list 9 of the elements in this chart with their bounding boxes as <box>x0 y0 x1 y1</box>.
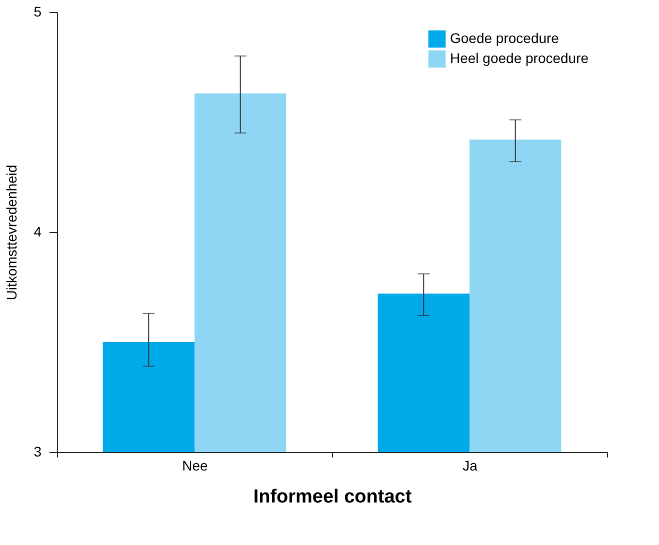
legend-label: Goede procedure <box>450 30 560 46</box>
y-tick-label: 4 <box>34 224 42 240</box>
x-tick-label: Nee <box>182 458 208 474</box>
y-tick-label: 5 <box>34 4 42 20</box>
x-axis-title: Informeel contact <box>253 486 412 508</box>
legend-label: Heel goede procedure <box>450 50 589 66</box>
y-tick-label: 3 <box>34 444 42 460</box>
x-tick-label: Ja <box>462 458 478 474</box>
y-axis-title: Uitkomsttevredenheid <box>4 164 20 300</box>
